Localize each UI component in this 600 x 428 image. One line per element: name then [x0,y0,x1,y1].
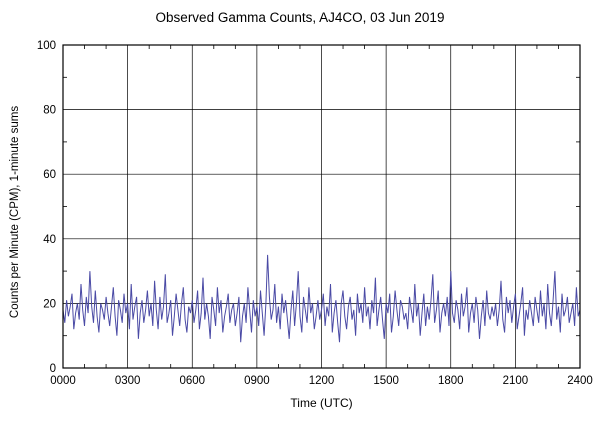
x-tick-label: 1200 [309,375,335,387]
y-tick-label: 100 [37,40,56,52]
x-tick-label: 0900 [244,375,270,387]
plot-frame [62,44,581,369]
chart-title: Observed Gamma Counts, AJ4CO, 03 Jun 201… [155,10,445,25]
y-tick-label: 0 [50,363,56,375]
y-tick-label: 80 [43,105,56,117]
data-line [62,254,581,343]
y-tick-label: 40 [43,234,56,246]
x-tick-label: 1500 [373,375,399,387]
y-tick-label: 60 [43,169,56,181]
y-axis-label: Counts per Minute (CPM), 1-minute sums [9,105,21,319]
x-tick-label: 2100 [503,375,529,387]
y-tick-label: 20 [43,298,56,310]
x-tick-label: 0600 [179,375,205,387]
x-tick-label: 0000 [50,375,76,387]
x-tick-label: 0300 [115,375,141,387]
x-tick-label: 2400 [567,375,593,387]
x-axis-label: Time (UTC) [290,396,353,410]
x-tick-label: 1800 [438,375,464,387]
